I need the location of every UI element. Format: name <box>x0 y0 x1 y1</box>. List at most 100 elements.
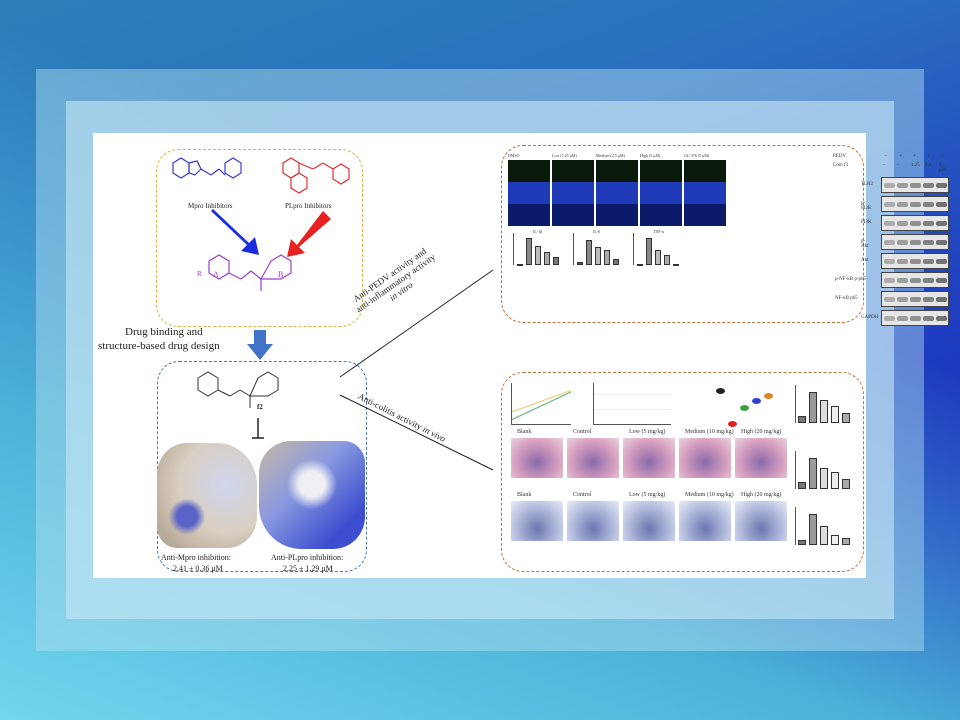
blot-band <box>936 183 947 188</box>
blot-band <box>884 240 895 245</box>
microscopy-dapi-image <box>640 182 682 204</box>
cytokine-bar <box>655 250 661 265</box>
blot-band <box>884 297 895 302</box>
blot-band <box>884 221 895 226</box>
in-vivo-arrow <box>339 394 494 471</box>
blot-row-label: p-Akt <box>861 239 869 249</box>
cytokine-bar <box>595 247 601 265</box>
ihc-column-label: Blank <box>517 492 532 498</box>
blot-row-label: TLR2 <box>861 182 873 187</box>
colon-length-scatter-group <box>716 388 725 394</box>
microscopy-green-image <box>508 160 550 182</box>
microscopy-dapi-image <box>552 182 594 204</box>
in-vitro-arrow <box>339 269 494 378</box>
score-bar <box>831 471 839 489</box>
he-column-label: Low (5 mg/kg) <box>629 429 666 435</box>
score-bar <box>842 478 850 489</box>
connector-lines <box>339 269 494 471</box>
ihc-stain-image <box>511 501 563 541</box>
blot-row-label: PI3K <box>861 220 872 225</box>
in-vitro-box <box>501 145 864 323</box>
blot-band-strip <box>881 177 949 193</box>
blot-band <box>923 183 934 188</box>
score-bar <box>842 538 850 545</box>
cytokine-chart-title: IL-1β <box>533 229 543 234</box>
cytokine-bar <box>553 256 559 265</box>
blot-band <box>923 240 934 245</box>
cytokine-bar <box>544 251 550 265</box>
he-column-label: Blank <box>517 429 532 435</box>
microscopy-dapi-image <box>508 182 550 204</box>
blot-band <box>923 202 934 207</box>
ihc-column-label: Low (5 mg/kg) <box>629 492 666 498</box>
he-stain-image <box>679 438 731 478</box>
ring-a-label: A <box>213 270 219 279</box>
design-caption-1: Drug binding and <box>125 326 203 338</box>
cytokine-bar <box>646 238 652 265</box>
blot-compound-value: 5 μM <box>939 163 947 173</box>
blot-band-strip <box>881 196 949 212</box>
microscopy-merge-image <box>684 204 726 226</box>
he-stain-image <box>735 438 787 478</box>
design-box <box>156 149 363 327</box>
microscopy-column-label: DMSO <box>508 153 520 158</box>
blot-band-strip <box>881 234 949 250</box>
blot-band <box>910 278 921 283</box>
he-stain-image <box>567 438 619 478</box>
blot-pedv-value: + <box>899 154 902 159</box>
score-bar <box>842 412 850 423</box>
cytokine-bar <box>637 263 643 266</box>
mpro-inhibitor-structure <box>172 157 242 179</box>
plpro-docking-image <box>259 441 365 549</box>
microscopy-column-label: Low (1.25 μM) <box>552 153 577 158</box>
ihc-stain-image <box>623 501 675 541</box>
down-arrow-icon <box>247 330 273 360</box>
cytokine-y-axis <box>573 233 574 265</box>
blot-row-label: NF-κB p65 <box>835 296 858 301</box>
he-column-label: High (20 mg/kg) <box>741 429 782 435</box>
blot-band <box>897 221 908 226</box>
ihc-stain-image <box>567 501 619 541</box>
blot-compound-value: - <box>883 163 885 168</box>
cytokine-chart-title: TNF-α <box>653 229 664 234</box>
cytokine-y-axis <box>633 233 634 265</box>
microscopy-dapi-image <box>684 182 726 204</box>
colon-length-scatter-group <box>752 398 761 404</box>
score-chart-axis <box>795 451 796 489</box>
blot-band <box>923 259 934 264</box>
blot-band <box>897 183 908 188</box>
score-bar <box>798 539 806 545</box>
design-caption-2: structure-based drug design <box>98 340 220 352</box>
blot-band <box>884 278 895 283</box>
blot-band <box>910 221 921 226</box>
ring-b-label: B <box>278 270 284 279</box>
blot-band <box>936 259 947 264</box>
cytokine-chart-title: IL-6 <box>593 229 601 234</box>
cytokine-bar <box>535 246 541 265</box>
inhibit-symbol-icon <box>252 418 264 439</box>
microscopy-column-label: High (5 μM) <box>640 153 661 158</box>
blot-band <box>897 259 908 264</box>
cytokine-bar <box>517 263 523 266</box>
blot-band <box>910 183 921 188</box>
blot-band <box>897 240 908 245</box>
plpro-inhibition-value: 2.25 ± 1.29 μM <box>283 564 333 573</box>
he-stain-image <box>511 438 563 478</box>
blot-band <box>936 278 947 283</box>
blot-pedv-value: + <box>927 154 930 159</box>
ihc-column-label: Medium (10 mg/kg) <box>685 492 734 498</box>
cytokine-bar <box>577 262 583 265</box>
colon-length-scatter-group <box>740 405 749 411</box>
blot-band <box>936 316 947 321</box>
mpro-arrow <box>205 209 259 255</box>
score-chart-axis <box>795 385 796 423</box>
microscopy-merge-image <box>552 204 594 226</box>
score-bar <box>809 513 817 545</box>
microscopy-merge-image <box>640 204 682 226</box>
microscopy-merge-image <box>508 204 550 226</box>
microscopy-dapi-image <box>596 182 638 204</box>
score-bar <box>798 482 806 489</box>
blot-compound-value: 1.25 <box>911 163 920 168</box>
blot-compound-value: - <box>897 163 899 168</box>
score-bar <box>809 457 817 489</box>
